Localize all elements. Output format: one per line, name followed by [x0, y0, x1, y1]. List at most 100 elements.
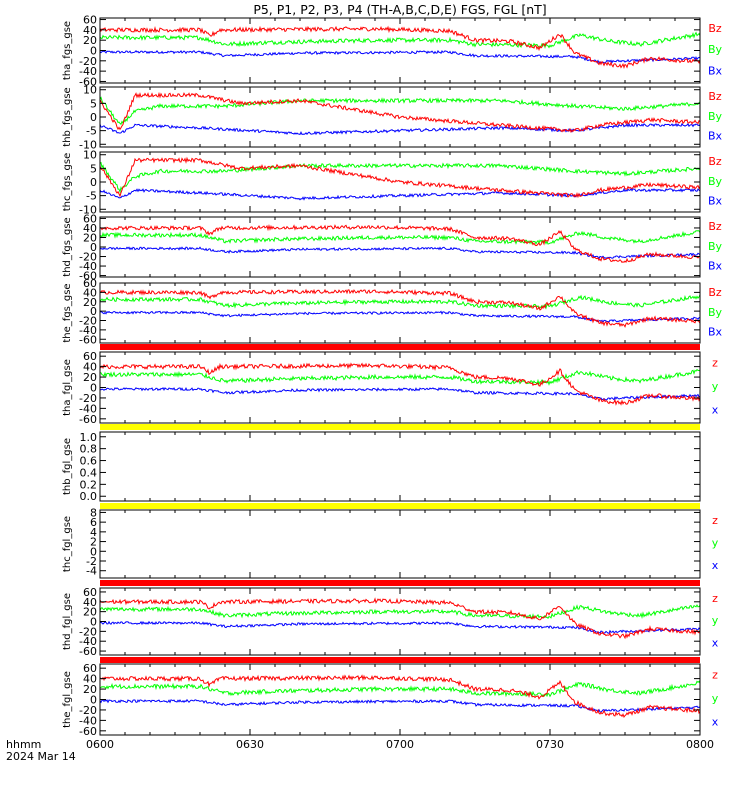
y-tick-label: 60: [83, 212, 97, 225]
data-flag-bar: [100, 580, 700, 586]
data-flag-bar: [100, 657, 700, 663]
y-tick-label: -60: [79, 75, 97, 88]
panel-frame: [99, 431, 701, 502]
y-tick-label: -40: [79, 324, 97, 337]
y-tick-label: 60: [83, 277, 97, 290]
y-tick-label: 60: [83, 14, 97, 27]
y-tick-label: -60: [79, 645, 97, 658]
y-axis-label: the_fgl_gse: [62, 671, 73, 728]
y-axis-label: thd_fgl_gse: [62, 593, 73, 650]
y-tick-label: 40: [83, 24, 97, 37]
series-line-y: [99, 230, 701, 245]
legend-entry-x: x: [712, 636, 719, 649]
legend-entry-x: x: [712, 404, 719, 417]
y-tick-label: 0: [90, 241, 97, 254]
y-axis-label: thc_fgs_gse: [62, 153, 73, 212]
y-tick-label: -40: [79, 402, 97, 415]
y-tick-label: 40: [83, 222, 97, 235]
y-tick-label: -20: [79, 704, 97, 717]
y-tick-label: 60: [83, 586, 97, 599]
legend-entry-Bz: Bz: [708, 286, 722, 299]
y-tick-label: -5: [86, 190, 97, 203]
panel-frame: [99, 17, 701, 84]
series-line-x: [99, 620, 701, 634]
legend-entry-x: x: [712, 716, 719, 729]
y-tick-label: 8: [90, 506, 97, 519]
series-line-y: [99, 294, 701, 310]
y-tick-label: 0.4: [80, 466, 98, 479]
y-axis-label: thb_fgl_gse: [62, 438, 73, 495]
legend-entry-Bx: Bx: [708, 130, 723, 143]
y-tick-label: -5: [86, 125, 97, 138]
data-flag-bar: [100, 424, 700, 430]
series-line-z: [99, 674, 701, 719]
legend-entry-Bz: Bz: [708, 90, 722, 103]
legend-entry-Bx: Bx: [708, 65, 723, 78]
date-label: 2024 Mar 14: [6, 750, 76, 763]
y-tick-label: 0: [90, 111, 97, 124]
legend-entry-z: z: [712, 514, 718, 527]
panel-frame: [99, 351, 701, 424]
y-axis-label: thd_fgs_gse: [62, 217, 73, 276]
y-tick-label: -20: [79, 625, 97, 638]
y-tick-label: 60: [83, 350, 97, 363]
y-tick-label: -60: [79, 725, 97, 738]
y-tick-label: 1.0: [80, 431, 98, 444]
x-tick-label: 0730: [536, 738, 564, 751]
panel-frame: [99, 663, 701, 736]
y-axis-label: thc_fgl_gse: [62, 516, 73, 572]
y-tick-label: 0.0: [80, 490, 98, 503]
y-tick-label: -20: [79, 251, 97, 264]
legend-entry-y: y: [712, 380, 719, 393]
y-tick-label: -40: [79, 65, 97, 78]
y-tick-label: 40: [83, 286, 97, 299]
y-tick-label: 20: [83, 231, 97, 244]
legend-entry-z: z: [712, 669, 718, 682]
y-tick-label: -4: [86, 565, 97, 578]
series-line-x: [99, 187, 701, 201]
legend-entry-Bx: Bx: [708, 260, 723, 273]
y-axis-label: thb_fgs_gse: [62, 87, 73, 146]
y-tick-label: 40: [83, 596, 97, 609]
series-line-z: [99, 288, 701, 328]
series-line-y: [99, 680, 701, 698]
series-line-x: [99, 246, 701, 260]
y-tick-label: -20: [79, 55, 97, 68]
y-tick-label: -60: [79, 413, 97, 426]
series-line-y: [99, 96, 701, 126]
y-tick-label: 0: [90, 545, 97, 558]
series-line-z: [99, 223, 701, 264]
y-tick-label: 0.2: [80, 478, 98, 491]
y-tick-label: 0.6: [80, 455, 98, 468]
y-axis-label: tha_fgl_gse: [62, 359, 73, 416]
x-tick-label: 0700: [386, 738, 414, 751]
plot-title: P5, P1, P2, P3, P4 (TH-A,B,C,D,E) FGS, F…: [253, 2, 546, 17]
y-tick-label: 40: [83, 673, 97, 686]
panel-frame: [99, 587, 701, 656]
y-tick-label: 5: [90, 97, 97, 110]
y-tick-label: 20: [83, 296, 97, 309]
legend-entry-Bz: Bz: [708, 155, 722, 168]
series-line-x: [99, 698, 701, 713]
y-tick-label: 0: [90, 694, 97, 707]
series-line-y: [99, 604, 701, 620]
y-axis-label: the_fgs_gse: [62, 283, 73, 342]
y-tick-label: -20: [79, 315, 97, 328]
y-tick-label: 2: [90, 536, 97, 549]
series-line-y: [99, 161, 701, 194]
y-tick-label: 0: [90, 45, 97, 58]
y-tick-label: -60: [79, 333, 97, 346]
legend-entry-Bz: Bz: [708, 22, 722, 35]
panel-frame: [99, 509, 701, 579]
y-tick-label: 0: [90, 305, 97, 318]
y-tick-label: 10: [83, 84, 97, 97]
legend-entry-y: y: [712, 537, 719, 550]
